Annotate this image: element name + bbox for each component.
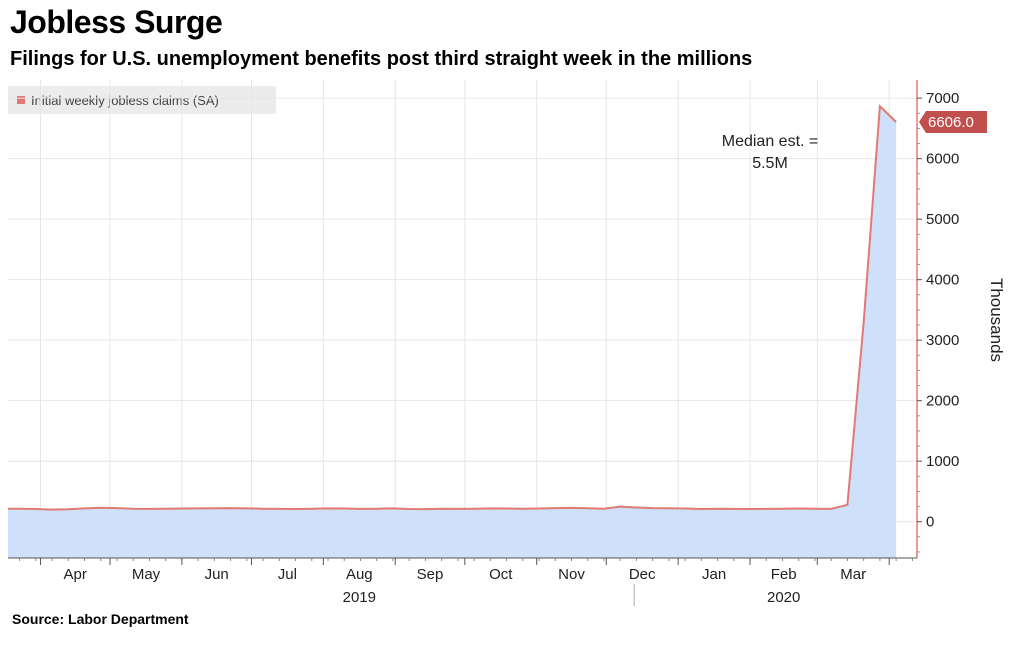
x-year-label: 2020 [767, 589, 800, 606]
x-tick-label: Jul [278, 566, 297, 583]
x-tick-label: May [132, 566, 161, 583]
y-tick-label: 7000 [926, 90, 959, 107]
source-note: Source: Labor Department [12, 611, 189, 627]
y-tick-label: 2000 [926, 393, 959, 410]
x-tick-label: Feb [771, 566, 797, 583]
x-tick-label: Oct [489, 566, 513, 583]
series-line [8, 103, 897, 511]
x-tick-label: Aug [346, 566, 373, 583]
grid-lines [8, 80, 917, 558]
y-tick-label: 0 [926, 514, 934, 531]
x-tick-label: Jun [205, 566, 229, 583]
annotation-line-2: 5.5M [752, 155, 788, 172]
x-tick-label: Apr [64, 566, 87, 583]
last-value-label: 6606.0 [928, 114, 974, 131]
y-tick-label: 1000 [926, 453, 959, 470]
annotation-line-1: Median est. = [722, 133, 819, 150]
x-tick-label: Jan [702, 566, 726, 583]
x-year-label: 2019 [343, 589, 376, 606]
annotation: Median est. = 5.5M [722, 133, 819, 172]
chart-title: Jobless Surge [10, 4, 223, 40]
chart-subtitle: Filings for U.S. unemployment benefits p… [10, 48, 753, 70]
y-tick-label: 5000 [926, 211, 959, 228]
series-area [8, 106, 897, 558]
y-tick-label: 6000 [926, 151, 959, 168]
y-tick-label: 3000 [926, 332, 959, 349]
legend-label: Initial weekly jobless claims (SA) [31, 93, 219, 108]
y-axis-label: Thousands [987, 278, 1006, 362]
legend-swatch [17, 96, 25, 104]
data-layer [8, 103, 897, 558]
x-tick-label: Nov [558, 566, 585, 583]
last-value-tag: 6606.0 [919, 111, 987, 133]
legend-box [8, 86, 276, 114]
x-tick-label: Mar [840, 566, 866, 583]
x-tick-label: Sep [417, 566, 444, 583]
x-tick-label: Dec [629, 566, 656, 583]
axes: 0 1000 2000 3000 4000 5000 6000 7000 Apr May Jun Ju… [8, 80, 987, 606]
y-tick-label: 4000 [926, 272, 959, 289]
last-value-bg [919, 111, 987, 133]
